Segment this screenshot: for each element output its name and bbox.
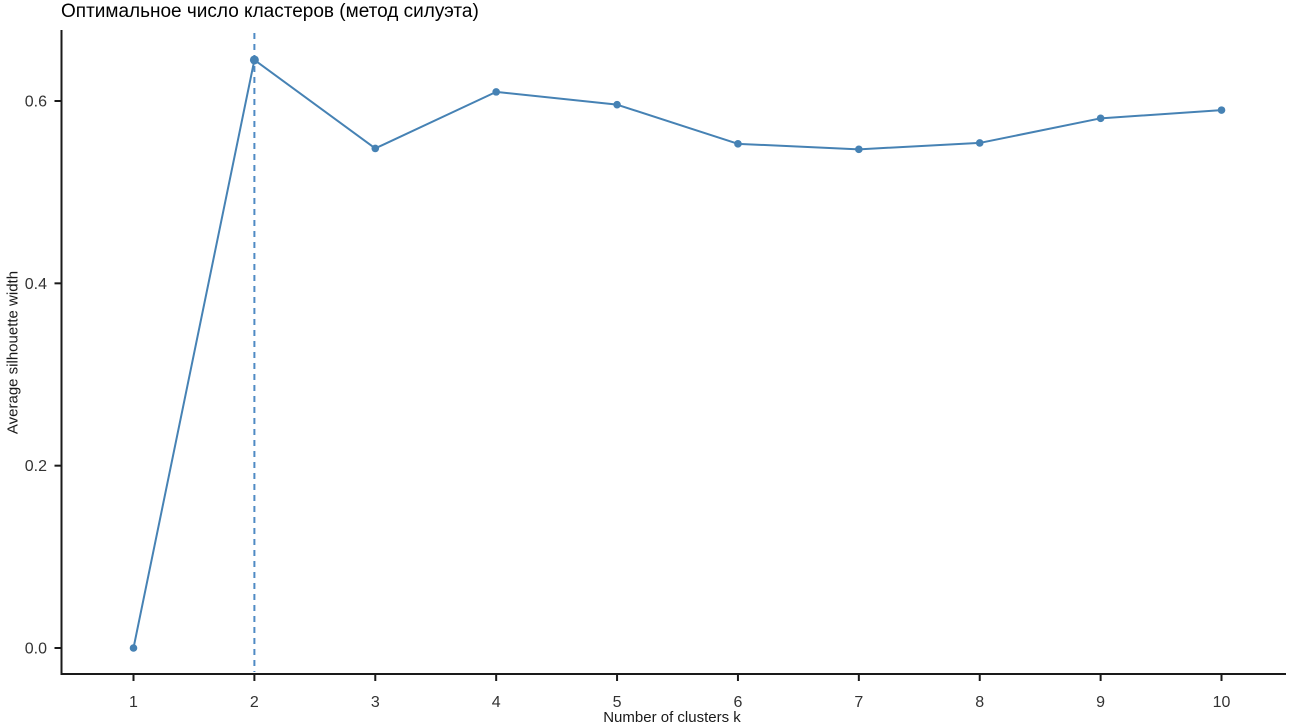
x-tick-label: 10	[1213, 694, 1231, 711]
data-point-k9	[1096, 114, 1105, 123]
data-point-k6	[734, 140, 742, 148]
y-tick-label: 0.2	[25, 458, 47, 475]
y-tick-label: 0.6	[25, 93, 47, 110]
data-point-k4	[492, 88, 500, 96]
data-point-k1	[129, 644, 138, 652]
data-point-k8	[975, 139, 984, 147]
data-point-k3	[371, 144, 380, 153]
x-tick-label: 1	[129, 694, 138, 711]
silhouette-line	[132, 58, 1222, 649]
x-tick-label: 7	[854, 694, 863, 711]
x-axis-label: Number of clusters k	[603, 709, 741, 726]
data-point-k5	[613, 100, 621, 109]
data-point-k7	[855, 145, 863, 154]
y-tick-label: 0.0	[25, 641, 47, 658]
x-tick-label: 8	[975, 694, 984, 711]
chart-title: Оптимальное число кластеров (метод силуэ…	[61, 1, 479, 22]
x-tick-label: 2	[250, 694, 259, 711]
x-tick-label: 3	[371, 694, 380, 711]
x-tick-label: 5	[613, 694, 622, 711]
x-tick-label: 4	[492, 694, 501, 711]
data-point-k2	[249, 55, 259, 65]
x-tick-label: 9	[1096, 694, 1105, 711]
y-tick-label: 0.4	[25, 276, 47, 293]
data-point-k10	[1217, 106, 1226, 114]
x-tick-label: 6	[733, 694, 742, 711]
